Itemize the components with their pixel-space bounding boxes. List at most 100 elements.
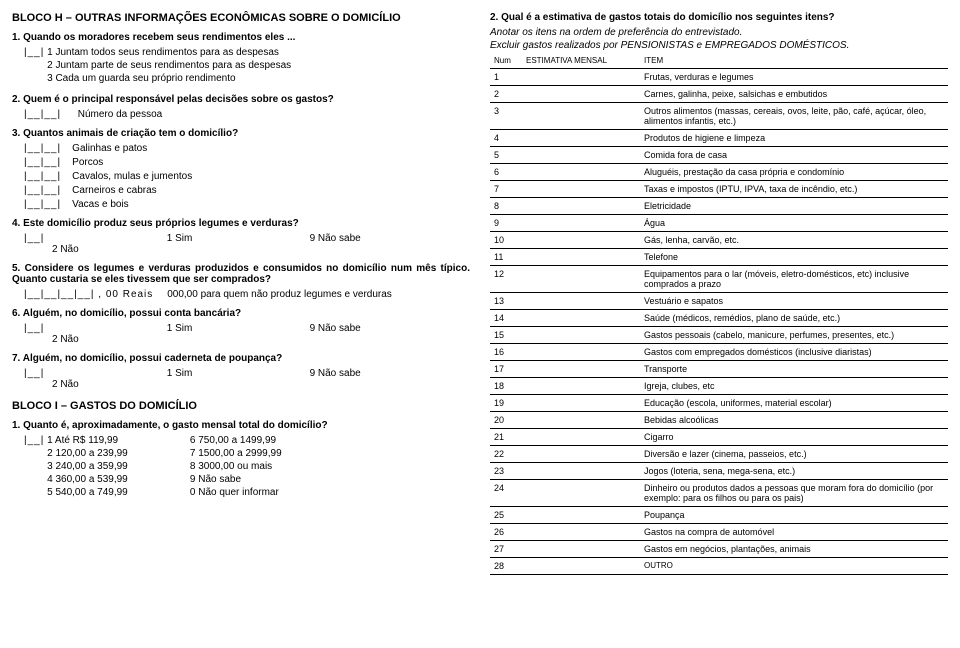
row-num: 11 [490, 249, 522, 266]
table-row: 7 Taxas e impostos (IPTU, IPVA, taxa de i… [490, 181, 948, 198]
table-row: 22Diversão e lazer (cinema, passeios, et… [490, 446, 948, 463]
row-item: Carnes, galinha, peixe, salsichas e embu… [640, 86, 948, 103]
row-est[interactable] [522, 232, 640, 249]
q-i1-left-2: 3 240,00 a 359,99 [47, 461, 187, 472]
q-h5-box[interactable]: |__|__|__|__| , 00 Reais [24, 289, 153, 300]
row-est[interactable] [522, 558, 640, 575]
q-h6-opt-nao: 2 Não [52, 334, 470, 345]
row-est[interactable] [522, 378, 640, 395]
row-item: Vestuário e sapatos [640, 293, 948, 310]
q-h4: 4. Este domicílio produz seus próprios l… [12, 218, 470, 229]
q-h7-opt-ns: 9 Não sabe [310, 368, 450, 379]
q-i1-right-2: 8 3000,00 ou mais [190, 461, 282, 472]
row-est[interactable] [522, 103, 640, 130]
row-num: 4 [490, 130, 522, 147]
row-est[interactable] [522, 412, 640, 429]
row-item: Água [640, 215, 948, 232]
col-num: Num [490, 53, 522, 69]
row-num: 23 [490, 463, 522, 480]
row-est[interactable] [522, 507, 640, 524]
row-num: 27 [490, 541, 522, 558]
table-row: 19Educação (escola, uniformes, material … [490, 395, 948, 412]
row-item: Dinheiro ou produtos dados a pessoas que… [640, 480, 948, 507]
row-est[interactable] [522, 181, 640, 198]
row-est[interactable] [522, 361, 640, 378]
row-item: OUTRO [640, 558, 948, 575]
row-item: Diversão e lazer (cinema, passeios, etc.… [640, 446, 948, 463]
q-h1-box[interactable]: |__| [24, 47, 44, 58]
row-item: Taxas e impostos (IPTU, IPVA, taxa de in… [640, 181, 948, 198]
q-i1: 1. Quanto é, aproximadamente, o gasto me… [12, 420, 470, 431]
q-i1-left-3: 4 360,00 a 539,99 [47, 474, 187, 485]
row-est[interactable] [522, 147, 640, 164]
q-h6: 6. Alguém, no domicílio, possui conta ba… [12, 308, 470, 319]
table-row: 8Eletricidade [490, 198, 948, 215]
q-i1-box[interactable]: |__| [24, 435, 44, 446]
table-row: 15Gastos pessoais (cabelo, manicure, per… [490, 327, 948, 344]
row-est[interactable] [522, 429, 640, 446]
table-row: 24 Dinheiro ou produtos dados a pessoas q… [490, 480, 948, 507]
q-h3-box-4[interactable]: |__|__| [24, 199, 61, 210]
q-h7-box[interactable]: |__| [24, 368, 164, 379]
row-item: Cigarro [640, 429, 948, 446]
q-i1-left-4: 5 540,00 a 749,99 [47, 487, 187, 498]
row-est[interactable] [522, 395, 640, 412]
table-row: 2 Carnes, galinha, peixe, salsichas e emb… [490, 86, 948, 103]
row-item: Comida fora de casa [640, 147, 948, 164]
row-num: 24 [490, 480, 522, 507]
row-est[interactable] [522, 266, 640, 293]
row-item: Frutas, verduras e legumes [640, 69, 948, 86]
q-i1-left-0: 1 Até R$ 119,99 [47, 435, 187, 446]
q-i2-note1: Anotar os itens na ordem de preferência … [490, 27, 948, 38]
row-item: Gastos com empregados domésticos (inclus… [640, 344, 948, 361]
row-est[interactable] [522, 215, 640, 232]
q-h3-box-1[interactable]: |__|__| [24, 157, 61, 168]
q-h3-label-4: Vacas e bois [72, 199, 129, 210]
q-h3-box-0[interactable]: |__|__| [24, 143, 61, 154]
row-est[interactable] [522, 164, 640, 181]
row-est[interactable] [522, 86, 640, 103]
row-est[interactable] [522, 249, 640, 266]
row-est[interactable] [522, 524, 640, 541]
row-est[interactable] [522, 327, 640, 344]
table-row: 16Gastos com empregados domésticos (incl… [490, 344, 948, 361]
row-item: Gás, lenha, carvão, etc. [640, 232, 948, 249]
table-row: 9Água [490, 215, 948, 232]
q-h3-box-3[interactable]: |__|__| [24, 185, 61, 196]
row-num: 5 [490, 147, 522, 164]
q-h4-box[interactable]: |__| [24, 233, 164, 244]
row-est[interactable] [522, 310, 640, 327]
row-num: 7 [490, 181, 522, 198]
row-est[interactable] [522, 69, 640, 86]
row-est[interactable] [522, 344, 640, 361]
row-est[interactable] [522, 130, 640, 147]
table-row: 4Produtos de higiene e limpeza [490, 130, 948, 147]
row-est[interactable] [522, 293, 640, 310]
q-h2: 2. Quem é o principal responsável pelas … [12, 94, 470, 105]
row-num: 15 [490, 327, 522, 344]
q-h7: 7. Alguém, no domicílio, possui cadernet… [12, 353, 470, 364]
row-est[interactable] [522, 446, 640, 463]
row-num: 10 [490, 232, 522, 249]
row-num: 20 [490, 412, 522, 429]
row-item: Gastos em negócios, plantações, animais [640, 541, 948, 558]
q-h7-opt-nao: 2 Não [52, 379, 470, 390]
table-row: 6Aluguéis, prestação da casa própria e c… [490, 164, 948, 181]
row-num: 12 [490, 266, 522, 293]
row-est[interactable] [522, 198, 640, 215]
row-item: Gastos na compra de automóvel [640, 524, 948, 541]
q-h3-box-2[interactable]: |__|__| [24, 171, 61, 182]
q-h2-box[interactable]: |__|__| [24, 109, 61, 120]
q-h7-opt-sim: 1 Sim [167, 368, 307, 379]
row-num: 2 [490, 86, 522, 103]
row-est[interactable] [522, 480, 640, 507]
q-h1-opt3: 3 Cada um guarda seu próprio rendimento [47, 73, 291, 84]
row-est[interactable] [522, 541, 640, 558]
q-h2-label: Número da pessoa [78, 109, 163, 120]
table-row: 12Equipamentos para o lar (móveis, eletr… [490, 266, 948, 293]
row-est[interactable] [522, 463, 640, 480]
table-row: 14Saúde (médicos, remédios, plano de saú… [490, 310, 948, 327]
q-h6-box[interactable]: |__| [24, 323, 164, 334]
table-row: 27 Gastos em negócios, plantações, animai… [490, 541, 948, 558]
row-item: Telefone [640, 249, 948, 266]
